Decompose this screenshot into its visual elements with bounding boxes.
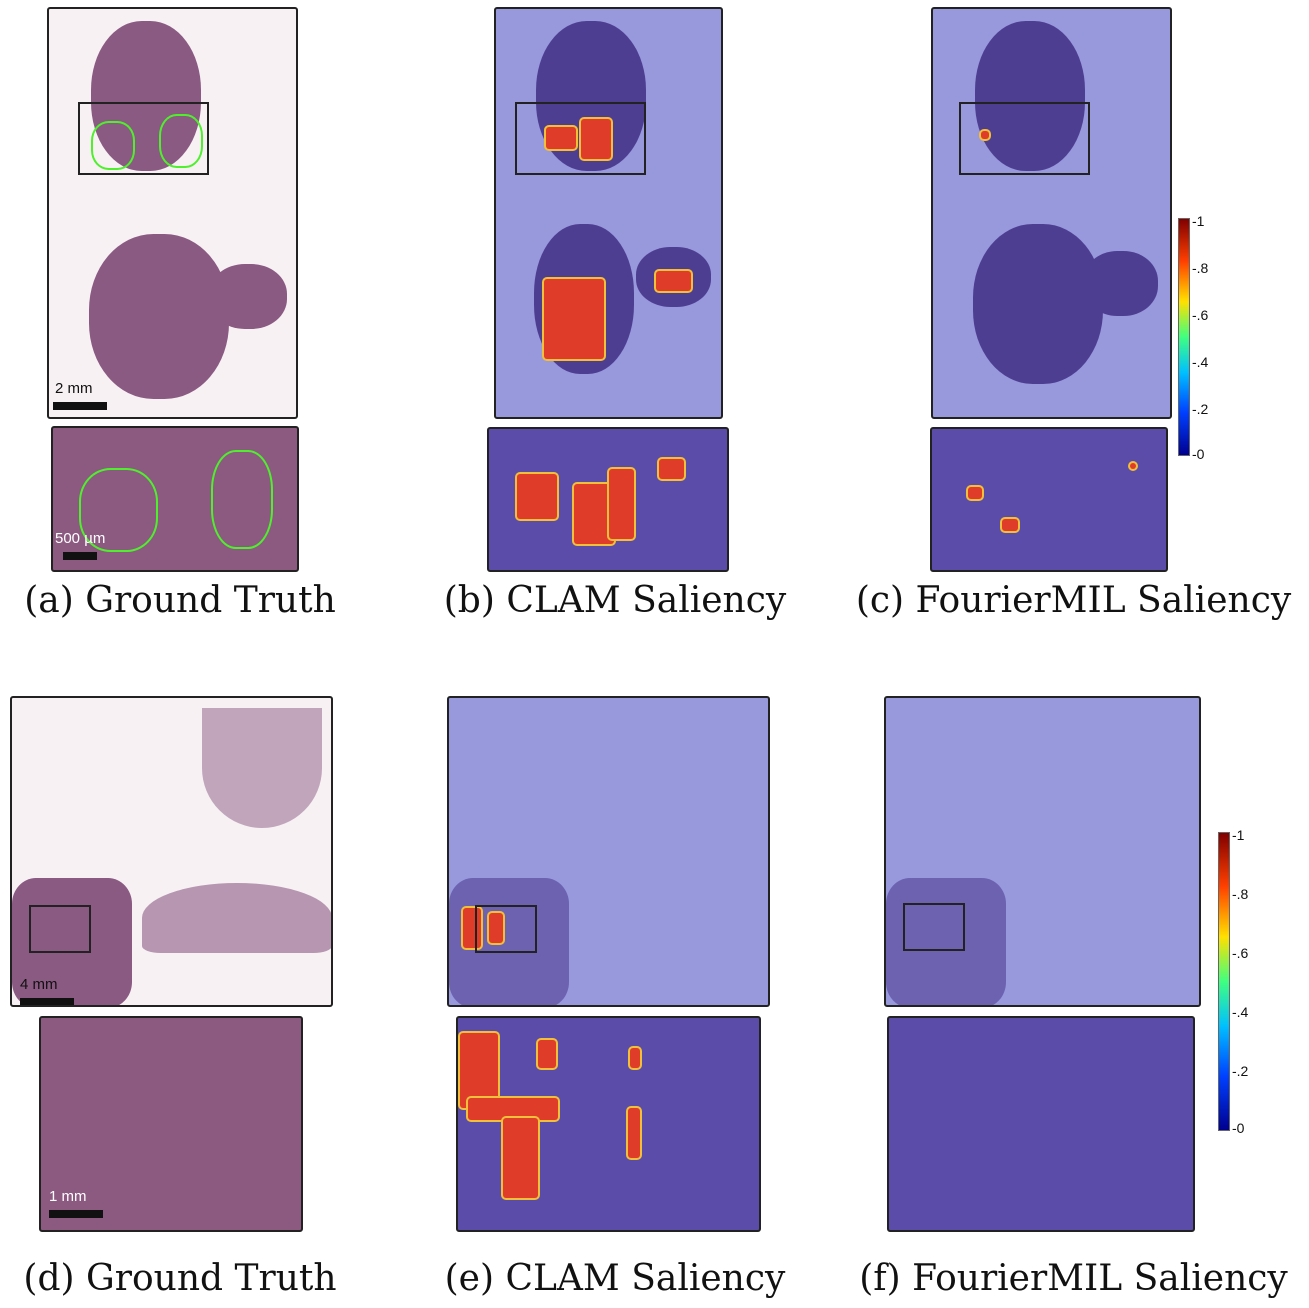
scale-label: 2 mm (55, 380, 93, 397)
ground-truth-zoom-d: 1 mm (39, 1016, 303, 1232)
clam-saliency-zoom-e (456, 1016, 761, 1232)
colorbar-tick: -.2 (1232, 1063, 1249, 1079)
hot-region (968, 487, 982, 499)
scale-label: 500 µm (55, 530, 106, 547)
hot-region (460, 1033, 498, 1108)
hot-region (656, 271, 691, 291)
tissue-section (89, 234, 229, 399)
scale-bar (20, 998, 74, 1005)
hot-region (981, 131, 989, 139)
hot-region (538, 1040, 556, 1068)
hot-region (1130, 463, 1136, 469)
colorbar-tick: -0 (1232, 1120, 1245, 1136)
tissue-section (886, 878, 1006, 1005)
hot-region (609, 469, 634, 539)
clam-saliency-slide-b (494, 7, 723, 419)
colorbar (1178, 218, 1190, 456)
tumor-contour (211, 450, 273, 549)
fouriermil-saliency-slide-f (884, 696, 1201, 1007)
ground-truth-slide-d: 4 mm (10, 696, 333, 1007)
zoom-region-box (959, 102, 1090, 175)
hot-region (581, 119, 611, 159)
hot-region (630, 1048, 640, 1068)
hot-region (628, 1108, 640, 1158)
tissue-section (973, 224, 1103, 384)
tissue-section (209, 264, 287, 329)
hot-region (1002, 519, 1018, 531)
tumor-contour (159, 114, 203, 168)
hot-region (544, 279, 604, 359)
zoom-region-box (903, 903, 965, 951)
tumor-contour (79, 468, 158, 552)
colorbar-tick: -1 (1192, 213, 1205, 229)
clam-saliency-zoom-b (487, 427, 729, 572)
tumor-contour (91, 121, 135, 170)
colorbar-tick: -.8 (1192, 260, 1209, 276)
scale-bar (53, 402, 107, 410)
scale-bar (49, 1210, 103, 1218)
caption-a: (a) Ground Truth (24, 580, 336, 621)
caption-c: (c) FourierMIL Saliency (855, 580, 1292, 621)
colorbar-tick: -1 (1232, 827, 1245, 843)
tissue-section (1083, 251, 1158, 316)
scale-label: 1 mm (49, 1188, 87, 1205)
tissue-section (12, 878, 132, 1005)
hot-region (489, 913, 503, 943)
tissue-section (202, 708, 322, 828)
colorbar-tick: -.8 (1232, 886, 1249, 902)
hot-region (503, 1118, 538, 1198)
zoom-region-box (515, 102, 646, 175)
colorbar-tick: -.4 (1192, 354, 1209, 370)
tissue-section (91, 21, 201, 171)
fouriermil-saliency-zoom-f (887, 1016, 1195, 1232)
caption-f: (f) FourierMIL Saliency (859, 1258, 1288, 1299)
colorbar-tick: -0 (1192, 446, 1205, 462)
zoom-region-box (29, 905, 91, 953)
tissue-section (142, 883, 331, 953)
clam-saliency-slide-e (447, 696, 770, 1007)
tissue-section (975, 21, 1085, 171)
hot-region (517, 474, 557, 519)
fouriermil-saliency-zoom-c (930, 427, 1168, 572)
colorbar-tick: -.4 (1232, 1004, 1249, 1020)
hot-region (468, 1098, 558, 1120)
scale-label: 4 mm (20, 976, 58, 993)
colorbar (1218, 832, 1230, 1131)
caption-d: (d) Ground Truth (23, 1258, 337, 1299)
caption-e: (e) CLAM Saliency (444, 1258, 786, 1299)
colorbar-tick: -.6 (1232, 945, 1249, 961)
colorbar-tick: -.2 (1192, 401, 1209, 417)
zoom-region-box (78, 102, 209, 175)
hot-region (546, 127, 576, 149)
zoom-region-box (475, 905, 537, 953)
hot-region (659, 459, 684, 479)
hot-region (574, 484, 614, 544)
colorbar-tick: -.6 (1192, 307, 1209, 323)
fouriermil-saliency-slide-c (931, 7, 1172, 419)
caption-b: (b) CLAM Saliency (443, 580, 787, 621)
scale-bar (63, 552, 97, 560)
ground-truth-zoom-a: 500 µm (51, 426, 299, 572)
ground-truth-slide-a: 2 mm (47, 7, 298, 419)
